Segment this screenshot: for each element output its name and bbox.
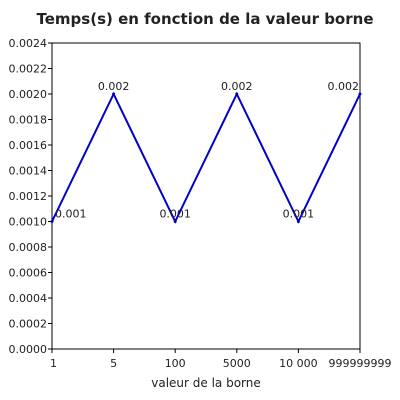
data-point bbox=[235, 92, 239, 96]
y-tick-label: 0.0022 bbox=[9, 63, 48, 76]
chart-title: Temps(s) en fonction de la valeur borne bbox=[37, 10, 374, 28]
data-point bbox=[112, 92, 116, 96]
y-tick-label: 0.0002 bbox=[9, 318, 48, 331]
data-label: 0.001 bbox=[55, 208, 87, 221]
y-tick-label: 0.0016 bbox=[9, 139, 48, 152]
data-label: 0.002 bbox=[221, 80, 253, 93]
y-tick-label: 0.0020 bbox=[9, 88, 48, 101]
y-tick-label: 0.0018 bbox=[9, 114, 48, 127]
y-tick-label: 0.0014 bbox=[9, 165, 48, 178]
data-label: 0.002 bbox=[98, 80, 130, 93]
x-axis-title: valeur de la borne bbox=[151, 376, 261, 390]
x-axis: 1 5 100 5000 10 000 999999999 bbox=[50, 349, 392, 370]
data-label: 0.001 bbox=[159, 208, 191, 221]
data-point bbox=[296, 220, 300, 223]
data-point bbox=[358, 92, 362, 96]
y-tick-label: 0.0012 bbox=[9, 190, 48, 203]
x-tick-label: 999999999 bbox=[329, 357, 392, 370]
data-label: 0.001 bbox=[283, 208, 315, 221]
data-point bbox=[173, 220, 177, 223]
series-layer bbox=[50, 91, 362, 224]
y-tick-label: 0.0024 bbox=[9, 37, 48, 50]
y-tick-label: 0.0010 bbox=[9, 216, 48, 229]
data-label: 0.002 bbox=[328, 80, 360, 93]
series-line bbox=[51, 91, 361, 224]
y-tick-label: 0.0004 bbox=[9, 292, 48, 305]
x-tick-label: 1 bbox=[50, 357, 57, 370]
x-tick-label: 5000 bbox=[223, 357, 251, 370]
data-point bbox=[50, 220, 54, 223]
y-tick-label: 0.0006 bbox=[9, 267, 48, 280]
y-axis: 0.0000 0.0002 0.0004 0.0006 0.0008 0.0010 0.00… bbox=[9, 37, 52, 356]
y-tick-label: 0.0000 bbox=[9, 343, 48, 356]
y-tick-label: 0.0008 bbox=[9, 241, 48, 254]
data-labels: 0.001 0.002 0.001 0.002 0.001 0.002 bbox=[55, 80, 359, 221]
x-tick-label: 10 000 bbox=[279, 357, 318, 370]
x-tick-label: 100 bbox=[165, 357, 186, 370]
x-tick-label: 5 bbox=[110, 357, 117, 370]
